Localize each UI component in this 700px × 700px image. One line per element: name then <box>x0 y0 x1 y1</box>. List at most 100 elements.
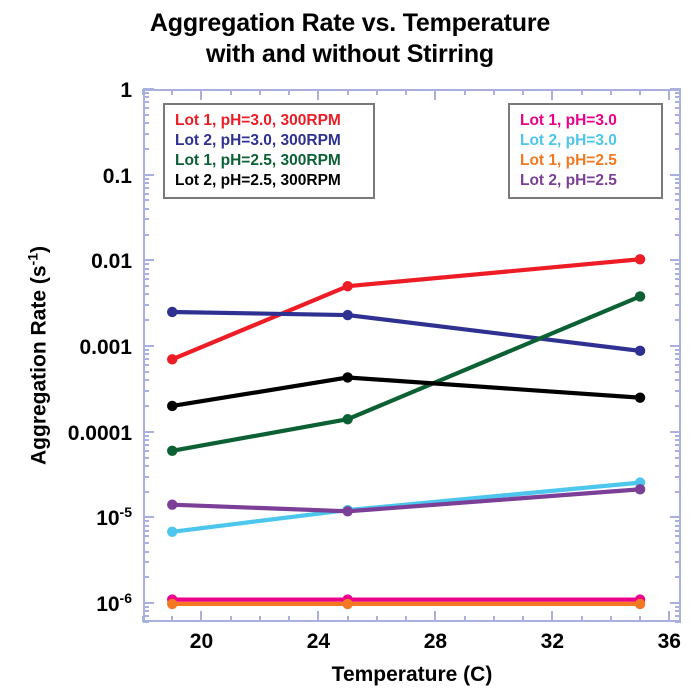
axis-tick <box>143 520 149 523</box>
axis-tick <box>670 345 681 348</box>
axis-tick <box>675 439 681 442</box>
series-marker <box>342 598 353 610</box>
series-marker <box>167 526 178 538</box>
chart-title-line1: Aggregation Rate vs. Temperature <box>149 9 551 37</box>
axis-tick <box>143 259 154 262</box>
axis-tick <box>675 319 681 322</box>
axis-tick <box>143 606 149 609</box>
axis-tick <box>143 263 149 266</box>
axis-tick <box>675 456 681 459</box>
legend-entry: Lot 1, pH=2.5 <box>520 152 617 169</box>
axis-tick <box>675 449 681 452</box>
axis-tick <box>200 89 203 100</box>
axis-tick <box>434 611 437 622</box>
axis-tick <box>143 524 149 527</box>
series-marker <box>634 291 646 302</box>
axis-tick <box>171 89 174 95</box>
axis-tick <box>522 89 525 95</box>
axis-tick <box>675 404 681 407</box>
axis-tick <box>143 364 149 367</box>
series-line <box>170 294 643 453</box>
series-marker <box>167 306 178 318</box>
axis-tick <box>675 263 681 266</box>
axis-tick <box>675 550 681 553</box>
axis-tick <box>675 278 681 281</box>
axis-tick <box>171 616 174 622</box>
legend-entry: Lot 2, pH=3.0 <box>520 132 617 149</box>
y-tick-label-exponent: -5 <box>119 504 132 521</box>
axis-tick <box>229 616 232 622</box>
axis-tick <box>675 147 681 150</box>
axis-tick <box>143 516 154 519</box>
axis-tick <box>675 364 681 367</box>
series-marker <box>342 372 353 383</box>
axis-tick <box>143 272 149 275</box>
axis-tick <box>675 434 681 437</box>
x-tick-label-text: 28 <box>423 630 448 653</box>
axis-tick <box>675 561 681 564</box>
axis-tick <box>609 89 612 95</box>
x-tick-label-text: 36 <box>657 630 681 653</box>
axis-tick <box>143 404 149 407</box>
axis-tick <box>670 516 681 519</box>
axis-tick <box>670 88 681 90</box>
axis-tick <box>143 173 154 176</box>
axis-tick <box>639 616 642 622</box>
series-marker <box>342 506 353 517</box>
axis-tick <box>143 576 149 579</box>
series-4 <box>167 372 646 412</box>
axis-tick <box>639 89 642 95</box>
axis-tick <box>143 610 149 613</box>
axis-tick <box>675 267 681 270</box>
axis-tick <box>580 616 583 622</box>
axis-tick <box>675 610 681 613</box>
legend-entry: Lot 2, pH=2.5, 300RPM <box>175 172 341 189</box>
axis-tick <box>675 91 681 94</box>
axis-tick <box>143 132 149 135</box>
axis-tick <box>143 529 149 532</box>
axis-tick <box>143 345 154 348</box>
axis-tick <box>675 621 681 624</box>
y-tick-label-text: 1 <box>120 79 132 102</box>
axis-tick <box>143 353 149 356</box>
axis-tick <box>143 218 149 221</box>
axis-tick <box>143 430 154 433</box>
axis-tick <box>675 542 681 545</box>
series-marker <box>634 598 646 610</box>
series-line <box>170 375 643 409</box>
series-8 <box>167 484 646 517</box>
axis-tick <box>675 520 681 523</box>
axis-tick <box>143 101 149 104</box>
axis-tick <box>405 616 408 622</box>
axis-tick <box>258 616 261 622</box>
axis-tick <box>143 267 149 270</box>
axis-tick <box>375 89 378 95</box>
axis-tick <box>288 89 291 95</box>
axis-tick <box>229 89 232 95</box>
legend-unstirred: Lot 1, pH=3.0 Lot 2, pH=3.0 Lot 1, pH=2.5 L… <box>508 103 663 199</box>
axis-tick <box>143 186 149 189</box>
axis-tick <box>675 353 681 356</box>
axis-tick <box>200 611 203 622</box>
legend-stirred: Lot 1, pH=3.0, 300RPM Lot 2, pH=3.0, 300R… <box>163 103 375 199</box>
axis-tick <box>580 89 583 95</box>
y-tick-label-text: 0.01 <box>91 250 132 274</box>
legend-entry: Lot 2, pH=3.0, 300RPM <box>175 132 341 149</box>
axis-tick <box>143 177 149 180</box>
legend-entry: Lot 1, pH=2.5, 300RPM <box>175 152 341 169</box>
axis-tick <box>143 233 149 236</box>
y-tick-label-text: 10-5 <box>96 504 132 531</box>
series-marker <box>167 445 178 456</box>
axis-tick <box>675 293 681 296</box>
axis-tick <box>675 464 681 467</box>
series-marker <box>342 280 353 292</box>
axis-tick <box>143 88 154 90</box>
axis-tick <box>143 147 149 150</box>
series-3 <box>167 291 646 456</box>
axis-tick <box>143 91 149 94</box>
axis-tick <box>675 192 681 195</box>
axis-tick <box>463 89 466 95</box>
y-tick-label-text: 0.001 <box>79 336 132 360</box>
x-tick-label-text: 32 <box>540 630 565 653</box>
